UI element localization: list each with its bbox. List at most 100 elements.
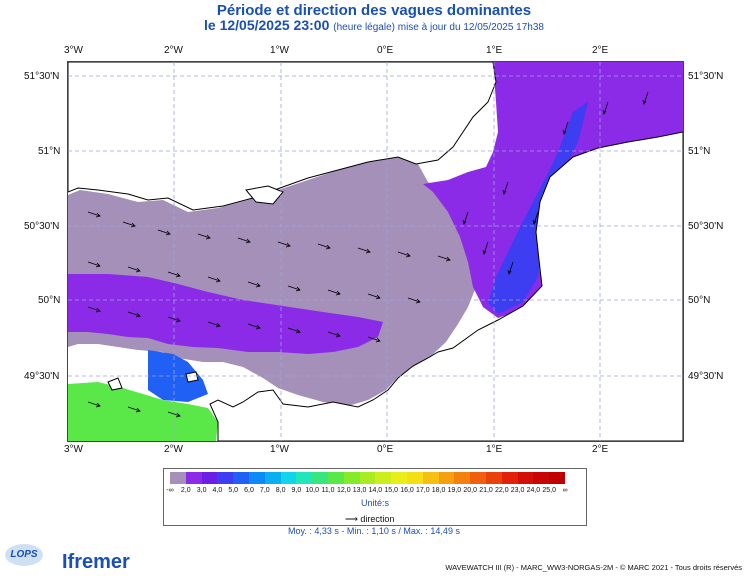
wave-period-field	[68, 62, 683, 441]
colorbar-tick-label: 9,0	[291, 487, 302, 494]
colorbar-swatch	[375, 472, 392, 484]
lat-label-right-50: 50°N	[688, 295, 711, 306]
colorbar-tick-label: 13,0	[352, 487, 367, 494]
lops-logo: LOPS	[5, 544, 43, 566]
land-england	[67, 61, 497, 211]
colorbar-tick-label: 10,0	[305, 487, 319, 494]
colorbar-swatch	[422, 472, 439, 484]
lon-label-top-1e: 1°E	[486, 45, 503, 56]
sea-region-blue-southwest	[148, 350, 208, 402]
colorbar-tick-label: 8,0	[275, 487, 286, 494]
direction-label: direction	[360, 514, 395, 524]
land-isle-of-wight	[245, 185, 284, 205]
sea-region-green-southwest	[68, 382, 218, 441]
sea-region-violet-west	[68, 274, 383, 354]
legend-unit: Unité:s	[360, 498, 389, 508]
map-update-note: (heure légale) mise à jour du 12/05/2025…	[333, 22, 544, 33]
lon-label-top-1w: 1°W	[270, 45, 289, 56]
lat-label-left-5030: 50°30'N	[24, 221, 60, 232]
colorbar-swatch	[485, 472, 502, 484]
colorbar-swatch	[549, 472, 565, 484]
colorbar-swatch	[201, 472, 218, 484]
lat-label-right-51: 51°N	[688, 146, 711, 157]
land-jersey	[185, 371, 199, 383]
lon-label-top-0e: 0°E	[377, 45, 394, 56]
colorbar-tick-label: 4,0	[212, 487, 223, 494]
statistics-line: Moy. : 4,33 s - Min. : 1,10 s / Max. : 1…	[288, 526, 460, 536]
colorbar-swatch	[217, 472, 234, 484]
colorbar-swatch	[170, 472, 186, 484]
lon-label-top-2w: 2°W	[164, 45, 183, 56]
colorbar-tick-label: 7,0	[259, 487, 270, 494]
lon-label-bottom-2e: 2°E	[592, 444, 609, 455]
colorbar-tick-label: 17,0	[415, 487, 430, 494]
colorbar-tick-label: 2,0	[180, 487, 191, 494]
colorbar-swatch	[296, 472, 313, 484]
lon-label-bottom-1e: 1°E	[486, 444, 503, 455]
colorbar-swatch	[248, 472, 265, 484]
lat-label-right-5130: 51°30'N	[688, 71, 724, 82]
colorbar-swatch	[533, 472, 550, 484]
colorbar-tick-label: 6,0	[244, 487, 254, 494]
colorbar-swatch	[280, 472, 297, 484]
colorbar-tick-label: 11,0	[321, 487, 335, 494]
lon-label-bottom-3w: 3°W	[64, 444, 83, 455]
colorbar-tick-label: -∞	[166, 487, 174, 494]
colorbar-swatch	[233, 472, 249, 484]
map-datetime: le 12/05/2025 23:00	[204, 17, 330, 33]
graticule	[68, 62, 683, 441]
colorbar-tick-label: 25,0	[542, 487, 556, 494]
lon-label-top-3w: 3°W	[64, 45, 83, 56]
colorbar-tick-label: 5,0	[228, 487, 239, 494]
colorbar-tick-label: 14,0	[368, 487, 383, 494]
colorbar	[170, 472, 565, 484]
colorbar-tick-label: 12,0	[336, 487, 351, 494]
colorbar-tick-label: 18,0	[431, 487, 446, 494]
lat-label-left-51: 51°N	[38, 146, 61, 157]
direction-arrows	[87, 91, 649, 418]
colorbar-swatch	[391, 472, 407, 484]
ifremer-logo: Ifremer	[62, 551, 130, 573]
colorbar-swatch	[406, 472, 423, 484]
lat-label-left-50: 50°N	[38, 295, 61, 306]
colorbar-swatch	[470, 472, 486, 484]
colorbar-swatch	[185, 472, 202, 484]
colorbar-swatch	[264, 472, 281, 484]
color-legend: -∞ 2,0 3,0 4,0 5,0 6,0 7,0 8,0 9,0 10,0 11,0 12,0 13…	[163, 468, 587, 526]
colorbar-tick-label: 24,0	[526, 487, 541, 494]
lon-label-bottom-2w: 2°W	[164, 444, 183, 455]
lon-label-bottom-1w: 1°W	[270, 444, 289, 455]
lat-label-left-5130: 51°30'N	[24, 71, 60, 82]
map-canvas	[67, 61, 684, 442]
colorbar-tick-label: 15,0	[384, 487, 398, 494]
colorbar-tick-label: 19,0	[447, 487, 462, 494]
land-guernsey	[107, 377, 123, 391]
colorbar-tick-label: 21,0	[479, 487, 493, 494]
colorbar-swatch	[454, 472, 471, 484]
colorbar-swatch	[359, 472, 376, 484]
lat-label-left-4930: 49°30'N	[24, 371, 60, 382]
colorbar-swatch	[438, 472, 455, 484]
colorbar-swatch	[517, 472, 534, 484]
wave-map[interactable]	[67, 61, 684, 442]
colorbar-swatch	[343, 472, 360, 484]
lon-label-top-2e: 2°E	[592, 45, 609, 56]
colorbar-tick-label: 20,0	[463, 487, 477, 494]
colorbar-swatch	[501, 472, 518, 484]
model-credit: WAVEWATCH III (R) - MARC_WW3-NORGAS-2M -…	[445, 563, 742, 572]
map-title: Période et direction des vagues dominant…	[216, 2, 532, 19]
sea-region-blue-strait	[488, 102, 588, 314]
colorbar-tick-label: 23,0	[510, 487, 525, 494]
colorbar-tick-label: 16,0	[400, 487, 414, 494]
colorbar-tick-label: ∞	[562, 487, 568, 494]
lon-label-bottom-0e: 0°E	[377, 444, 394, 455]
colorbar-tick-label: 3,0	[196, 487, 207, 494]
lat-label-right-4930: 49°30'N	[688, 371, 724, 382]
direction-arrow-icon: ⟶	[345, 514, 358, 524]
sea-region-violet-east	[423, 62, 683, 318]
map-subtitle: le 12/05/2025 23:00 (heure légale) mise …	[0, 17, 748, 33]
colorbar-tick-label: 22,0	[494, 487, 509, 494]
land-france	[209, 131, 684, 442]
colorbar-swatch	[327, 472, 344, 484]
colorbar-swatch	[312, 472, 328, 484]
